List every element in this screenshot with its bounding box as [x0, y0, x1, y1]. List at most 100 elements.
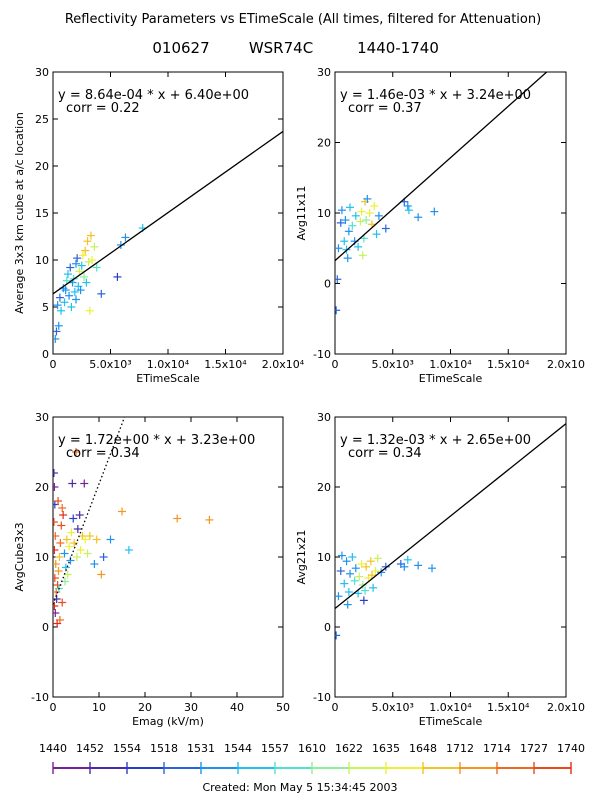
colorbar-label: 1554 — [113, 742, 141, 755]
x-tick-label: 1.5x10⁴ — [487, 701, 530, 714]
data-point — [83, 549, 92, 558]
x-tick-label: 5.0x10³ — [89, 358, 131, 371]
data-point — [53, 301, 62, 310]
data-point — [66, 263, 75, 272]
data-point — [80, 272, 89, 281]
data-point — [84, 257, 93, 266]
data-point — [367, 571, 376, 580]
data-point — [54, 497, 63, 505]
colorbar-label: 1610 — [298, 742, 326, 755]
y-tick-label: 25 — [35, 113, 49, 126]
data-point — [80, 479, 89, 488]
data-point — [337, 551, 346, 560]
data-point — [67, 528, 76, 537]
data-point — [53, 469, 58, 477]
x-tick-label: 1.5x10⁴ — [487, 358, 530, 371]
y-tick-label: 10 — [317, 551, 331, 564]
data-point — [99, 553, 108, 561]
data-point — [400, 562, 409, 571]
data-point — [341, 216, 350, 225]
scatter-points — [335, 194, 439, 315]
data-point — [85, 532, 94, 540]
data-point — [372, 230, 381, 239]
y-tick-label: 15 — [35, 207, 49, 220]
y-tick-label: 30 — [317, 411, 331, 424]
data-point — [83, 237, 92, 246]
fit-equation: y = 1.46e-03 * x + 3.24e+00 — [340, 88, 531, 103]
y-tick-label: 30 — [317, 66, 331, 79]
data-point — [357, 207, 366, 216]
data-point — [366, 557, 375, 566]
data-point — [381, 562, 390, 571]
y-axis-label: AvgCube3x3 — [13, 522, 26, 591]
panel-4: 0 5.0x10³ 1.0x10⁴ 1.5x10⁴ 2.0x10-100102030ET… — [295, 411, 585, 728]
data-point — [53, 574, 59, 582]
data-point — [113, 272, 122, 281]
y-tick-label: -10 — [313, 691, 331, 704]
data-point — [337, 206, 346, 215]
data-point — [55, 553, 64, 561]
colorbar-label: 1440 — [39, 742, 67, 755]
data-point — [92, 263, 101, 272]
data-point — [53, 327, 61, 336]
x-tick-label: 5.0x10³ — [372, 358, 414, 371]
data-point — [55, 293, 64, 302]
colorbar-label: 1648 — [409, 742, 437, 755]
x-tick-label: 2.0x10 — [547, 358, 585, 371]
data-point — [61, 286, 70, 295]
data-point — [342, 557, 351, 566]
data-point — [369, 583, 378, 592]
data-point — [53, 483, 59, 491]
x-tick-label: 1.0x10⁴ — [429, 358, 472, 371]
data-point — [351, 564, 360, 573]
regression-line — [335, 72, 548, 262]
y-tick-label: -10 — [31, 691, 49, 704]
data-point — [53, 619, 62, 628]
y-tick-label: 10 — [35, 551, 49, 564]
data-point — [124, 546, 133, 554]
x-tick-label: 30 — [184, 701, 198, 714]
data-point — [336, 567, 345, 575]
correlation-label: corr = 0.22 — [66, 101, 140, 116]
x-tick-label: 5.0x10³ — [372, 701, 414, 714]
data-point — [348, 553, 357, 561]
data-point — [350, 576, 359, 585]
data-point — [75, 267, 84, 276]
data-point — [70, 539, 79, 547]
x-axis-label: ETimeScale — [419, 715, 483, 728]
data-point — [53, 602, 59, 610]
data-point — [361, 586, 370, 595]
data-point — [63, 270, 72, 279]
figure-title: Reflectivity Parameters vs ETimeScale (A… — [65, 12, 541, 27]
data-point — [56, 539, 65, 547]
colorbar-label: 1557 — [261, 742, 289, 755]
y-axis-label: Average 3x3 km cube at a/c location — [13, 112, 26, 314]
x-tick-label: 0 — [332, 701, 339, 714]
data-point — [404, 206, 413, 215]
data-point — [173, 514, 182, 523]
data-point — [414, 213, 423, 222]
x-tick-label: 10 — [92, 701, 106, 714]
x-axis-label: ETimeScale — [136, 372, 200, 385]
data-point — [336, 218, 345, 227]
data-point — [66, 556, 75, 565]
data-point — [335, 244, 343, 253]
data-point — [381, 224, 390, 233]
data-point — [73, 525, 82, 533]
data-point — [354, 242, 363, 251]
data-point — [82, 278, 91, 287]
x-tick-label: 2.0x10 — [547, 701, 585, 714]
data-point — [377, 568, 386, 577]
data-point — [75, 511, 84, 519]
data-point — [106, 535, 115, 544]
colorbar-label: 1714 — [483, 742, 511, 755]
data-point — [69, 514, 78, 523]
data-point — [344, 227, 353, 236]
data-point — [57, 521, 66, 530]
data-point — [357, 560, 366, 568]
data-point — [344, 588, 353, 596]
data-point — [67, 303, 76, 311]
data-point — [335, 592, 343, 601]
